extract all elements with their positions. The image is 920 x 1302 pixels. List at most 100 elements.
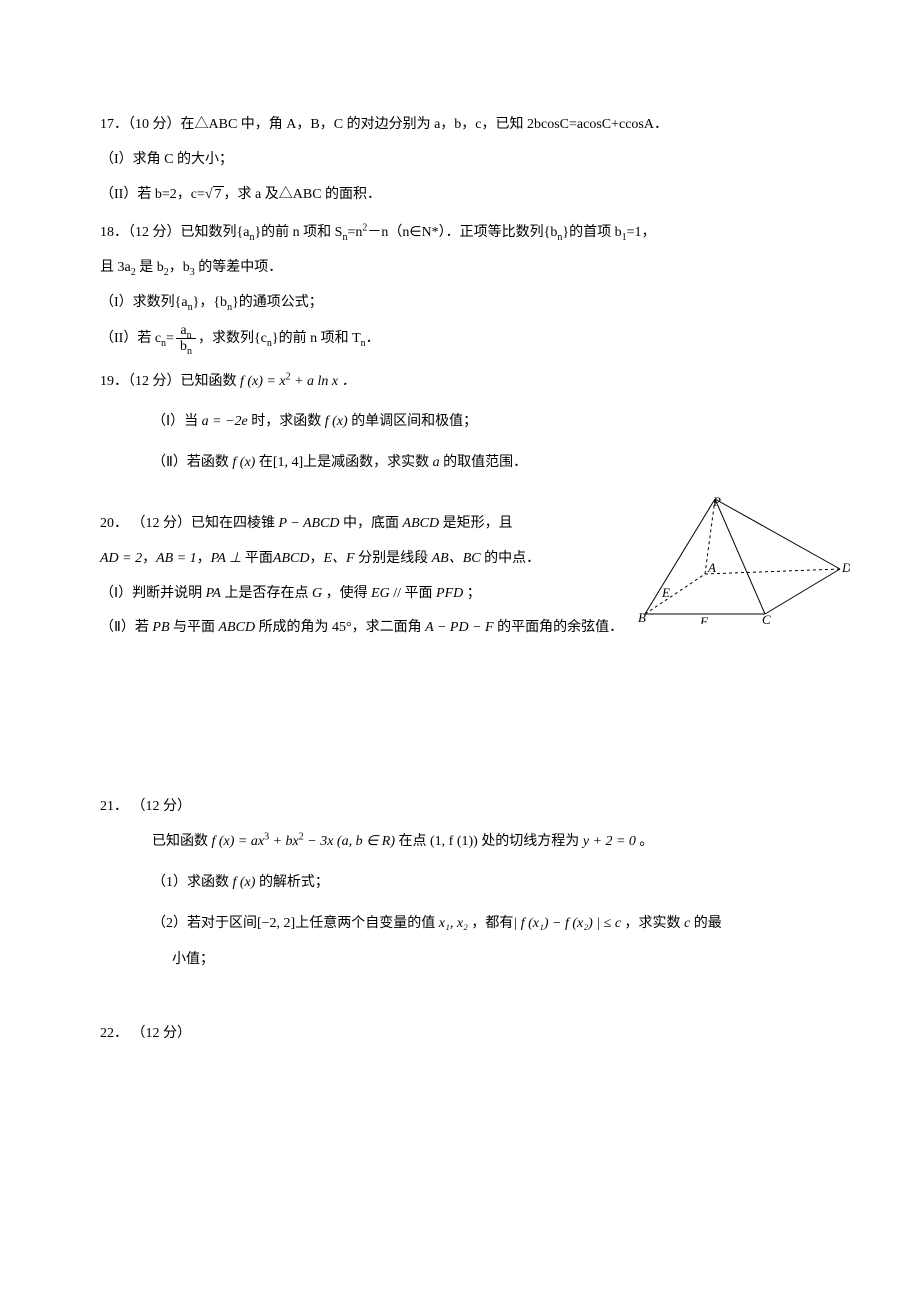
- t: ，求数列{c: [198, 331, 267, 346]
- svg-text:F: F: [699, 614, 709, 624]
- t: =1，: [627, 225, 656, 240]
- t: 时，求函数: [248, 414, 325, 429]
- t: ABCD: [273, 551, 310, 566]
- t: AD = 2: [100, 551, 142, 566]
- t: n: [187, 346, 192, 357]
- t: ，使得: [322, 586, 371, 601]
- t: 处的切线方程为: [478, 834, 583, 849]
- t: 的单调区间和极值；: [348, 414, 478, 429]
- t: A − PD − F: [425, 620, 493, 635]
- svg-text:E: E: [661, 585, 670, 600]
- svg-text:P: P: [712, 494, 721, 509]
- p18-part1: （I）求数列{an}，{bn}的通项公式；: [100, 288, 820, 319]
- problem-22: 22． （12 分）: [100, 1019, 820, 1050]
- t: ，: [197, 551, 211, 566]
- t: PFD: [436, 586, 463, 601]
- t: 在: [255, 455, 273, 470]
- t: }的前 n 项和 T: [272, 331, 361, 346]
- t: 已知函数: [152, 834, 212, 849]
- t: b: [180, 339, 187, 354]
- t: 19．（12 分）已知函数: [100, 374, 240, 389]
- t: （2）若对于区间: [152, 916, 257, 931]
- fraction: anbn: [176, 323, 196, 355]
- t: 平面: [405, 586, 437, 601]
- t: }的首项 b: [562, 225, 621, 240]
- t: a = −2e: [202, 414, 248, 429]
- t: }的通项公式；: [232, 295, 323, 310]
- t: ABCD: [219, 620, 256, 635]
- t: x₁, x₂: [439, 916, 468, 931]
- spacer: [100, 984, 820, 1019]
- svg-text:C: C: [762, 612, 771, 624]
- p19-part1: （Ⅰ）当 a = −2e 时，求函数 f (x) 的单调区间和极值；: [100, 407, 820, 438]
- t: （Ⅱ）若: [100, 620, 152, 635]
- t: [−2, 2]: [257, 916, 295, 931]
- t: a: [433, 455, 440, 470]
- t: （Ⅰ）判断并说明: [100, 586, 206, 601]
- p21-header: 21． （12 分）: [100, 792, 820, 823]
- t: （Ⅰ）当: [152, 414, 202, 429]
- p17-sqrt-val: 7: [213, 186, 224, 202]
- t: ，: [142, 551, 156, 566]
- svg-text:B: B: [638, 610, 646, 624]
- t: ．: [366, 331, 380, 346]
- p21-part2: （2）若对于区间[−2, 2]上任意两个自变量的值 x₁, x₂ ，都有| f …: [100, 909, 820, 940]
- p17-part2-suffix: ，求 a 及△ABC 的面积．: [224, 187, 382, 202]
- svg-text:A: A: [707, 560, 716, 575]
- t: y + 2 = 0: [583, 834, 636, 849]
- t: f (x) = ax: [212, 834, 265, 849]
- t: ，: [309, 551, 323, 566]
- p21-line1: 已知函数 f (x) = ax3 + bx2 − 3x (a, b ∈ R) 在…: [100, 827, 820, 858]
- t: EG: [371, 586, 390, 601]
- t: 在点: [395, 834, 430, 849]
- t: 的取值范围．: [440, 455, 528, 470]
- p18-line2: 且 3a2 是 b2，b3 的等差中项．: [100, 253, 820, 284]
- t: }，{b: [193, 295, 227, 310]
- t: f (x): [233, 875, 256, 890]
- t: PB: [152, 620, 169, 635]
- t: 上任意两个自变量的值: [295, 916, 439, 931]
- problem-21: 21． （12 分） 已知函数 f (x) = ax3 + bx2 − 3x (…: [100, 792, 820, 976]
- t: f (x) = x: [240, 374, 286, 389]
- t: （1）求函数: [152, 875, 233, 890]
- pyramid-diagram: P A B C D E F: [630, 494, 850, 637]
- spacer: [100, 652, 820, 792]
- p19-part2: （Ⅱ）若函数 f (x) 在[1, 4]上是减函数，求实数 a 的取值范围．: [100, 448, 820, 479]
- t: ，b: [169, 260, 190, 275]
- p19-header: 19．（12 分）已知函数 f (x) = x2 + a ln x ．: [100, 367, 820, 398]
- sqrt-icon: 7: [205, 180, 224, 211]
- t: －n（n∈N*）．正项等比数列{b: [367, 225, 557, 240]
- t: 平面: [241, 551, 273, 566]
- t: （Ⅱ）若函数: [152, 455, 232, 470]
- t: (1, f (1)): [430, 834, 478, 849]
- t: 且 3a: [100, 260, 131, 275]
- t: AB = 1: [156, 551, 197, 566]
- t: 的解析式；: [255, 875, 329, 890]
- p18-part2: （II）若 cn=anbn，求数列{cn}的前 n 项和 Tn．: [100, 323, 820, 355]
- p21-part1: （1）求函数 f (x) 的解析式；: [100, 868, 820, 899]
- p17-part1: （I）求角 C 的大小；: [100, 145, 820, 176]
- t: P − ABCD: [279, 516, 340, 531]
- t: PA ⊥: [211, 551, 242, 566]
- t: 上是否存在点: [221, 586, 312, 601]
- t: （I）求数列{a: [100, 295, 188, 310]
- t: 中，底面: [340, 516, 403, 531]
- t: 是矩形，且: [439, 516, 513, 531]
- svg-text:D: D: [841, 560, 850, 575]
- t: }的前 n 项和 S: [254, 225, 342, 240]
- t: 所成的角为 45°，求二面角: [255, 620, 425, 635]
- problem-20: P A B C D E F 20． （12 分）已知在四棱锥 P − ABCD …: [100, 509, 820, 644]
- t: PA: [206, 586, 221, 601]
- t: ，求实数: [621, 916, 684, 931]
- t: 的平面角的余弦值．: [494, 620, 624, 635]
- p17-header: 17．（10 分）在△ABC 中，角 A，B，C 的对边分别为 a，b，c，已知…: [100, 110, 820, 141]
- t: 与平面: [170, 620, 219, 635]
- t: + bx: [269, 834, 299, 849]
- t: =: [166, 331, 174, 346]
- t: =n: [347, 225, 362, 240]
- t: E、F: [323, 551, 354, 566]
- t: 20． （12 分）已知在四棱锥: [100, 516, 279, 531]
- t: 上是减函数，求实数: [303, 455, 433, 470]
- t: 是 b: [136, 260, 164, 275]
- t: 分别是线段: [355, 551, 432, 566]
